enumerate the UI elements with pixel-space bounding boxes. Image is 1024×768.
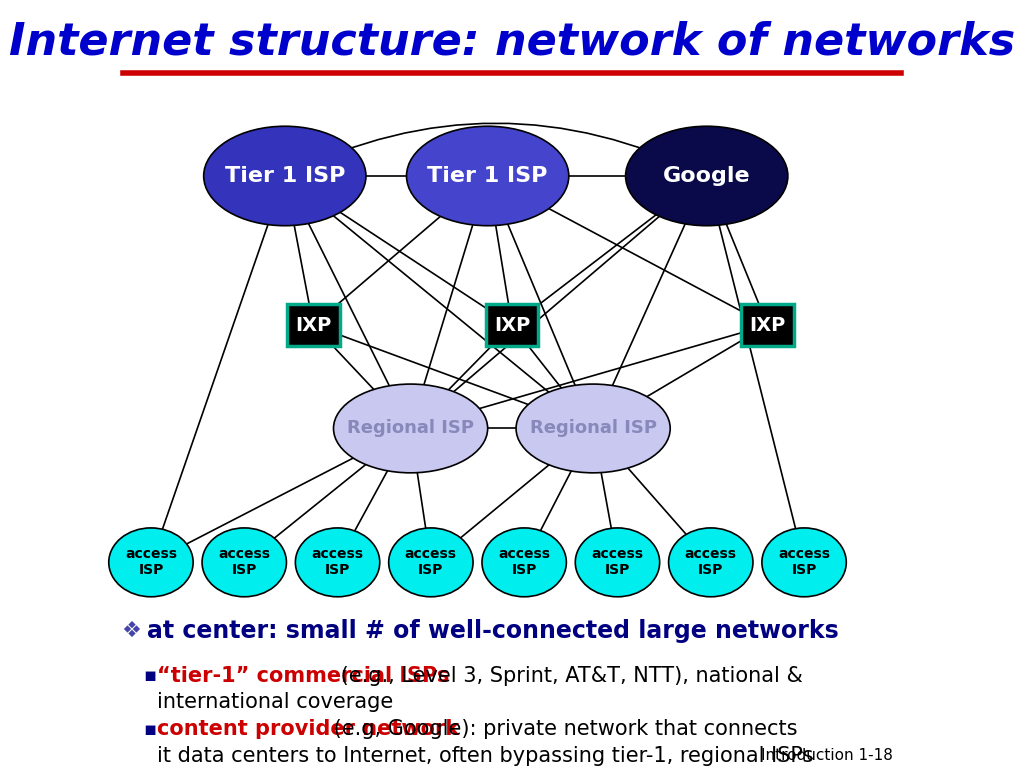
Text: IXP: IXP xyxy=(750,316,785,335)
Ellipse shape xyxy=(516,384,671,473)
FancyBboxPatch shape xyxy=(485,304,539,346)
Text: ❖: ❖ xyxy=(121,621,141,641)
Ellipse shape xyxy=(334,384,487,473)
Ellipse shape xyxy=(407,126,568,226)
Text: content provider network: content provider network xyxy=(157,719,459,739)
Text: (e.g, Google): private network that connects: (e.g, Google): private network that conn… xyxy=(327,719,798,739)
Ellipse shape xyxy=(389,528,473,597)
Ellipse shape xyxy=(575,528,659,597)
Text: IXP: IXP xyxy=(494,316,530,335)
Text: Regional ISP: Regional ISP xyxy=(347,419,474,438)
Ellipse shape xyxy=(204,126,366,226)
Ellipse shape xyxy=(626,126,787,226)
Text: access
ISP: access ISP xyxy=(125,548,177,578)
Text: Regional ISP: Regional ISP xyxy=(529,419,656,438)
Text: access
ISP: access ISP xyxy=(404,548,457,578)
Text: Introduction 1-18: Introduction 1-18 xyxy=(762,748,893,763)
Text: Internet structure: network of networks: Internet structure: network of networks xyxy=(9,21,1015,64)
Text: access
ISP: access ISP xyxy=(218,548,270,578)
Ellipse shape xyxy=(202,528,287,597)
Text: access
ISP: access ISP xyxy=(592,548,643,578)
Text: access
ISP: access ISP xyxy=(778,548,830,578)
Text: it data centers to Internet, often bypassing tier-1, regional ISPs: it data centers to Internet, often bypas… xyxy=(157,746,813,766)
Text: at center: small # of well-connected large networks: at center: small # of well-connected lar… xyxy=(146,619,839,644)
Text: access
ISP: access ISP xyxy=(685,548,737,578)
Ellipse shape xyxy=(295,528,380,597)
Ellipse shape xyxy=(482,528,566,597)
Text: Tier 1 ISP: Tier 1 ISP xyxy=(224,166,345,186)
Text: Google: Google xyxy=(663,166,751,186)
FancyBboxPatch shape xyxy=(741,304,794,346)
FancyArrowPatch shape xyxy=(288,123,705,175)
Ellipse shape xyxy=(669,528,753,597)
Text: international coverage: international coverage xyxy=(157,693,393,713)
Text: ▪: ▪ xyxy=(142,666,156,685)
Text: IXP: IXP xyxy=(295,316,332,335)
Text: ▪: ▪ xyxy=(142,720,156,739)
Text: access
ISP: access ISP xyxy=(311,548,364,578)
Text: Tier 1 ISP: Tier 1 ISP xyxy=(427,166,548,186)
Text: (e.g., Level 3, Sprint, AT&T, NTT), national &: (e.g., Level 3, Sprint, AT&T, NTT), nati… xyxy=(334,666,803,686)
Text: “tier-1” commercial ISPs: “tier-1” commercial ISPs xyxy=(157,666,449,686)
FancyBboxPatch shape xyxy=(287,304,340,346)
Ellipse shape xyxy=(109,528,194,597)
Text: access
ISP: access ISP xyxy=(498,548,550,578)
Ellipse shape xyxy=(762,528,846,597)
